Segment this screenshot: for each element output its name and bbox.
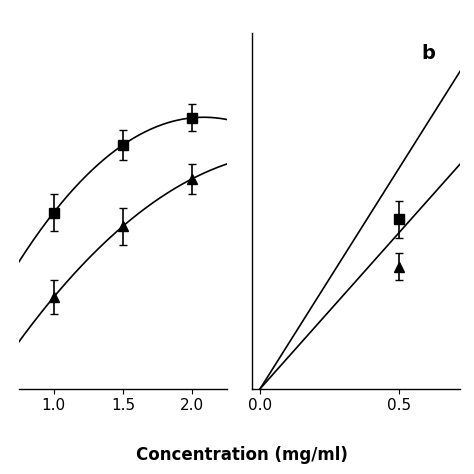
- Text: b: b: [421, 44, 435, 63]
- Text: Concentration (mg/ml): Concentration (mg/ml): [136, 446, 347, 464]
